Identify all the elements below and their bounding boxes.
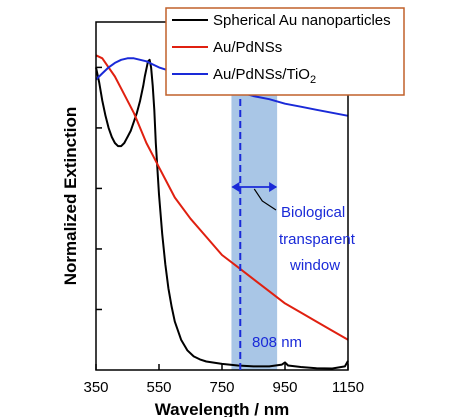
808nm-label: 808 nm <box>252 334 302 351</box>
window-arrow-head-left <box>231 182 240 192</box>
x-tick-label: 950 <box>272 379 297 396</box>
legend-entry-au-pdnss: Au/PdNSs <box>213 39 282 56</box>
legend-entry-spherical-au: Spherical Au nanoparticles <box>213 12 391 29</box>
window-arrow <box>231 182 278 211</box>
x-tick-label: 750 <box>209 379 234 396</box>
x-tick-label: 550 <box>146 379 171 396</box>
legend-entry-au-pdnss-tio2-subscript: 2 <box>310 74 316 86</box>
y-axis-label: Normalized Extinction <box>61 107 80 286</box>
legend: Spherical Au nanoparticles Au/PdNSs Au/P… <box>165 7 405 96</box>
legend-box <box>165 7 405 96</box>
legend-entry-au-pdnss-tio2-main: Au/PdNSs/TiO <box>213 66 310 83</box>
legend-entry-au-pdnss-tio2: Au/PdNSs/TiO2 <box>213 66 316 86</box>
series-line-au-pdnss <box>95 54 349 341</box>
window-arrow-head-right <box>269 182 278 192</box>
x-tick-label: 350 <box>83 379 108 396</box>
window-label-line3: window <box>289 257 340 274</box>
window-label-line2: transparent <box>279 231 356 248</box>
window-leader-line <box>253 188 277 211</box>
x-tick-label: 1150 <box>332 379 364 396</box>
x-axis-label: Wavelength / nm <box>155 400 289 417</box>
window-label-line1: Biological <box>281 204 345 221</box>
series-line-spherical-au-nanoparticles <box>95 58 349 370</box>
tick-layer: 350 550 750 950 1150 <box>83 66 364 396</box>
